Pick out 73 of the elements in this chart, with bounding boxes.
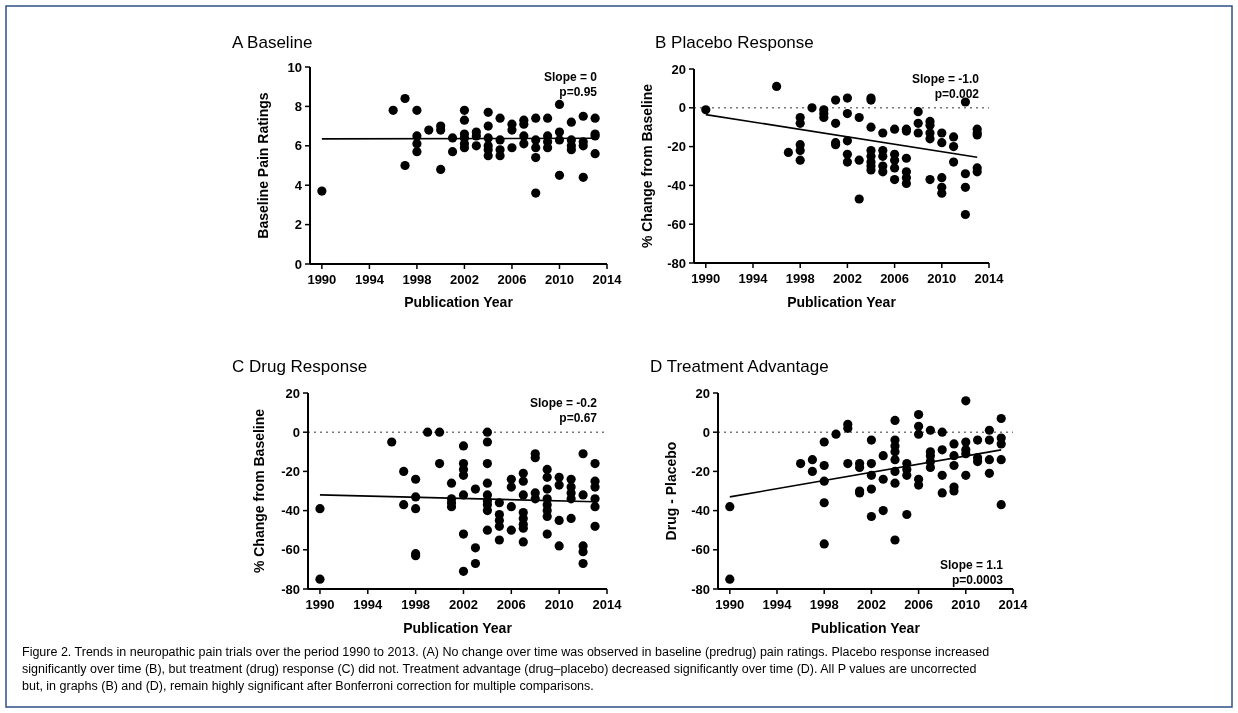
x-tick-label: 1998 (785, 271, 815, 286)
y-tick-label: 2 (294, 217, 302, 233)
x-tick-label: 2006 (904, 597, 934, 612)
y-axis-title: Drug - Placebo (663, 441, 679, 541)
y-tick-label: 10 (287, 59, 302, 75)
x-axis-title: Publication Year (404, 294, 514, 310)
chart-title: D Treatment Advantage (650, 357, 829, 376)
chart-title: B Placebo Response (655, 33, 814, 52)
x-tick-label: 1994 (354, 272, 385, 287)
annotation: Slope = -0.2 (529, 396, 598, 410)
y-tick-label: 6 (294, 138, 302, 154)
y-tick-label: -80 (281, 581, 300, 597)
y-tick-label: 0 (678, 100, 686, 116)
y-axis-title: % Change from Baseline (639, 83, 655, 249)
x-tick-label: 1994 (353, 597, 384, 612)
y-tick-label: 0 (294, 256, 302, 272)
caption: Figure 2. Trends in neuropathic pain trials over the period 1990 to 2013. (A) No change over time was observed in baseline (predrug) pain ratings. Placebo response increased significantly over time (B), but treatment (drug) response (C) did not. Treatment advantage (drug–placebo) decreased significantly over time (D). All P values are uncorrected but, in graphs (B) and (D), remain highly significant after Bonferroni correction for multiple comparisons. (22, 645, 990, 693)
x-tick-label: 1990 (307, 272, 337, 287)
annotation: Slope = 1.1 (939, 558, 1004, 572)
x-tick-label: 2002 (449, 272, 479, 287)
x-axis-title: Publication Year (787, 294, 897, 310)
annotation: p=0.95 (559, 85, 598, 99)
x-tick-label: 2010 (951, 597, 981, 612)
x-tick-label: 1998 (401, 597, 431, 612)
x-tick-label: 2006 (880, 271, 910, 286)
y-tick-label: 20 (695, 385, 710, 401)
x-tick-label: 1994 (762, 597, 793, 612)
y-tick-label: -20 (691, 463, 710, 479)
y-tick-label: 4 (294, 177, 303, 193)
y-tick-label: 0 (702, 424, 710, 440)
y-tick-label: -80 (667, 255, 686, 271)
annotation: p=0.002 (934, 87, 980, 101)
annotation: p=0.67 (559, 411, 598, 425)
chart-title: C Drug Response (232, 357, 368, 376)
annotation: Slope = -1.0 (911, 72, 980, 86)
y-tick-label: 20 (285, 385, 300, 401)
y-tick-label: -40 (667, 177, 686, 193)
x-tick-label: 2010 (545, 272, 574, 287)
x-tick-label: 2002 (856, 597, 886, 612)
x-axis-title: Publication Year (403, 620, 513, 636)
x-tick-label: 2014 (974, 271, 1005, 286)
y-tick-label: 8 (294, 98, 302, 114)
y-tick-label: -20 (667, 139, 686, 155)
y-tick-label: -20 (281, 463, 300, 479)
y-tick-label: 0 (292, 424, 300, 440)
x-tick-label: 2014 (592, 272, 623, 287)
x-tick-label: 1990 (691, 271, 721, 286)
y-tick-label: -40 (281, 503, 300, 519)
y-tick-label: 20 (671, 61, 686, 77)
x-tick-label: 1998 (402, 272, 432, 287)
x-tick-label: 2006 (496, 597, 526, 612)
annotation: Slope = 0 (543, 70, 598, 84)
x-tick-label: 2002 (449, 597, 478, 612)
x-tick-label: 2014 (998, 597, 1029, 612)
annotation: p=0.0003 (951, 573, 1004, 587)
x-tick-label: 2014 (592, 597, 623, 612)
x-axis-title: Publication Year (811, 620, 921, 636)
chart-title: A Baseline (232, 33, 313, 52)
x-tick-label: 1998 (809, 597, 839, 612)
y-tick-label: -60 (691, 542, 710, 558)
y-tick-label: -40 (691, 503, 710, 519)
x-tick-label: 2006 (497, 272, 527, 287)
y-tick-label: -60 (667, 216, 686, 232)
x-tick-label: 1994 (738, 271, 769, 286)
y-tick-label: -60 (281, 542, 300, 558)
x-tick-label: 2010 (927, 271, 957, 286)
y-axis-title: Baseline Pain Ratings (255, 92, 271, 239)
y-tick-label: -80 (691, 581, 710, 597)
x-tick-label: 1990 (715, 597, 745, 612)
x-tick-label: 1990 (305, 597, 335, 612)
x-tick-label: 2002 (832, 271, 862, 286)
x-tick-label: 2010 (544, 597, 574, 612)
y-axis-title: % Change from Baseline (251, 408, 267, 574)
